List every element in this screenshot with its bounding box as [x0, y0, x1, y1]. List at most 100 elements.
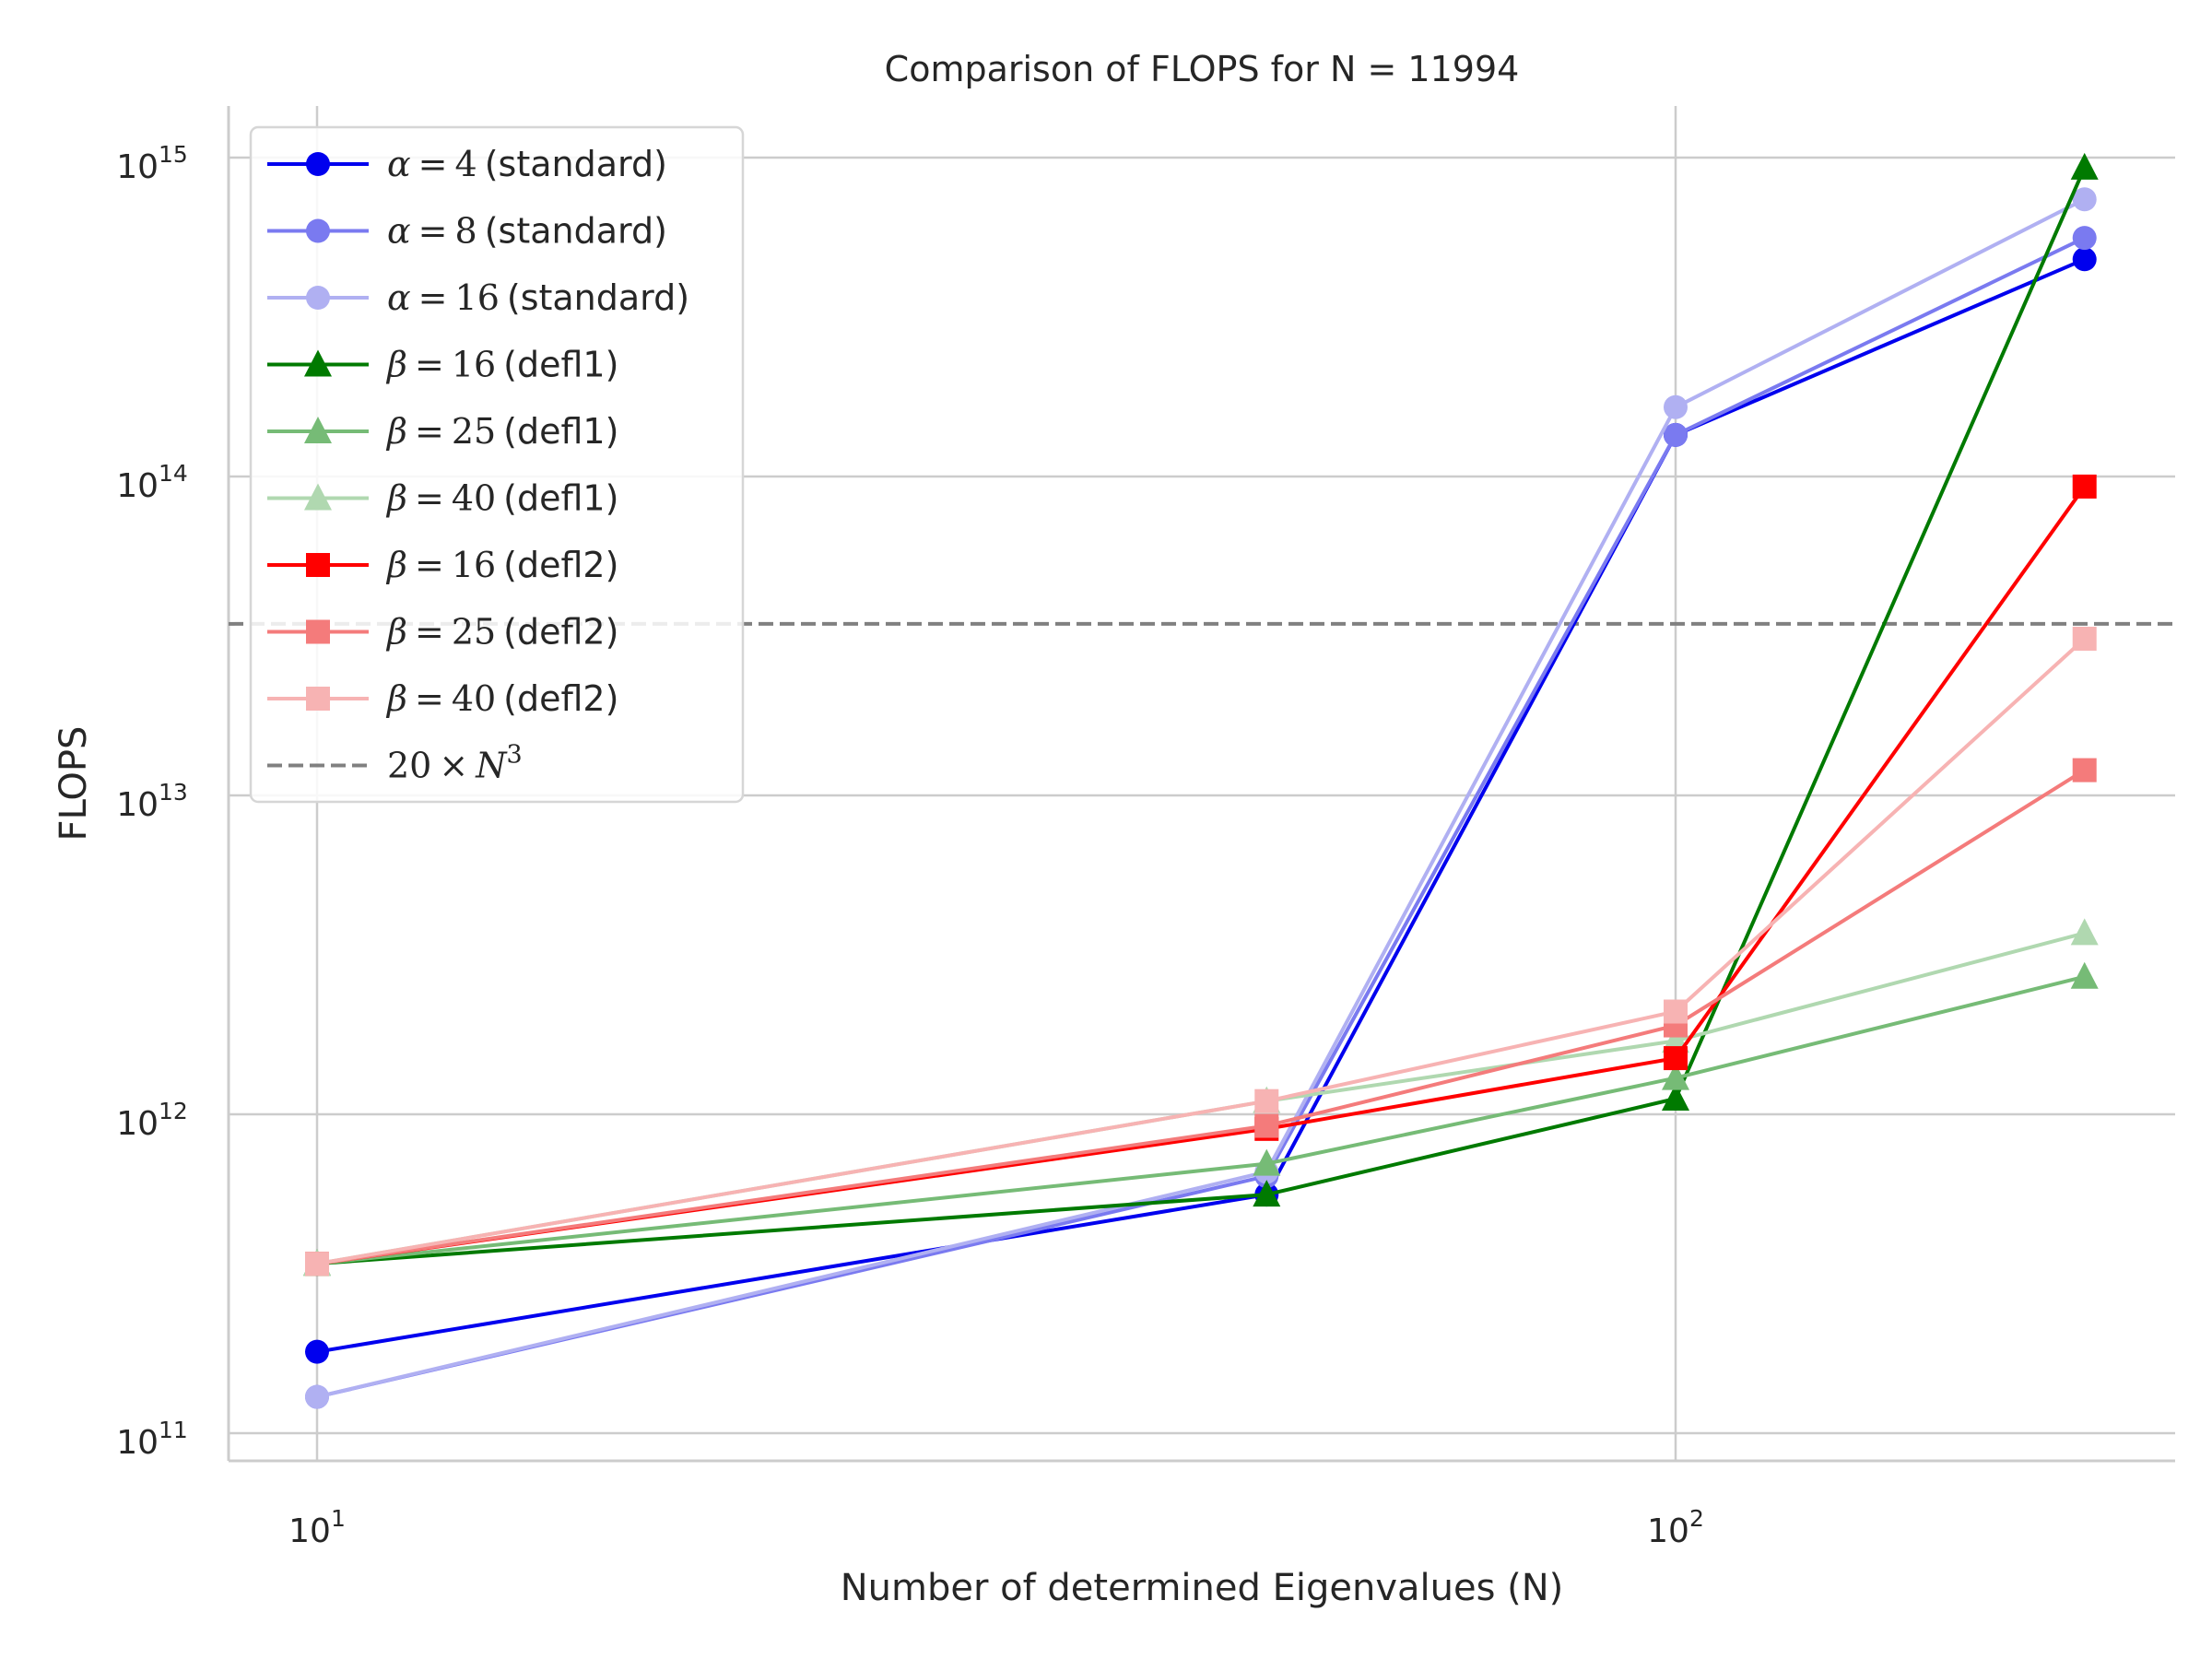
y-tick-base: 10: [116, 148, 159, 186]
legend-equals: =: [418, 211, 448, 252]
y-tick-base: 10: [116, 1105, 159, 1143]
legend-symbol: β: [385, 345, 407, 385]
legend-items: α = 4 (standard)α = 8 (standard)α = 16 (standard)…: [267, 144, 689, 786]
legend-equals: =: [418, 277, 448, 318]
legend-item-2: α = 8 (standard): [267, 211, 667, 252]
x-axis-title: Number of determined Eigenvalues (N): [841, 1567, 1564, 1609]
legend-label: β = 16 (defl2): [385, 545, 618, 585]
y-tick-base: 10: [116, 467, 159, 505]
legend-value: 8: [455, 211, 477, 252]
data-point: [2072, 626, 2097, 651]
legend-value: 40: [452, 478, 496, 519]
legend-label: α = 8 (standard): [387, 211, 667, 252]
legend-label: β = 16 (defl1): [385, 345, 618, 385]
legend-item-4: β = 16 (defl1): [267, 345, 618, 385]
legend-value: 25: [452, 612, 496, 653]
legend-frame: [249, 125, 745, 804]
series-line: [316, 637, 2087, 1266]
legend-marker: [306, 218, 330, 243]
series-group: [303, 152, 2099, 1409]
series-line: [316, 768, 2086, 1266]
legend-symbol: β: [385, 678, 407, 719]
y-tick-label: 1011: [116, 1417, 188, 1462]
data-point: [2072, 226, 2097, 251]
series-line: [316, 974, 2086, 1266]
y-tick-label: 1014: [116, 460, 188, 505]
legend-equals: =: [415, 411, 444, 452]
data-point: [2072, 474, 2097, 499]
data-point: [1253, 1180, 1281, 1207]
x-tick-base: 10: [288, 1512, 331, 1550]
x-tick-label: 102: [1647, 1505, 1704, 1550]
legend-suffix: (defl2): [503, 612, 618, 653]
data-point: [2070, 152, 2099, 180]
legend-symbol: α: [387, 277, 411, 318]
legend-item-1: α = 4 (standard): [267, 144, 667, 184]
legend-label: α = 16 (standard): [387, 277, 689, 318]
legend-value: 4: [455, 144, 477, 184]
x-tick-label: 101: [288, 1505, 346, 1550]
legend-suffix: (defl1): [503, 411, 618, 452]
legend-symbol: α: [387, 144, 411, 184]
legend-item-6: β = 40 (defl1): [267, 478, 618, 519]
data-point: [2072, 247, 2097, 272]
legend-label: α = 4 (standard): [387, 144, 667, 184]
data-point: [305, 1339, 329, 1364]
data-point: [305, 1252, 329, 1277]
data-point: [1662, 1083, 1689, 1111]
legend-marker: [306, 286, 330, 310]
series-line: [316, 257, 2086, 1354]
legend-item-8: β = 25 (defl2): [267, 612, 618, 653]
data-point: [2072, 187, 2097, 212]
legend-suffix: (standard): [485, 144, 667, 184]
x-tick-labels: 101 102: [288, 1505, 1704, 1550]
legend-marker: [306, 619, 330, 644]
legend-equals: =: [415, 678, 444, 719]
y-tick-label: 1015: [116, 141, 188, 186]
legend-suffix: (defl2): [503, 545, 618, 585]
legend-suffix: (defl2): [503, 678, 618, 719]
data-point: [1664, 1046, 1688, 1071]
legend-marker: [306, 152, 330, 176]
series-line: [316, 236, 2086, 1399]
y-tick-base: 10: [116, 1424, 159, 1462]
data-point: [1664, 394, 1688, 419]
legend-equals: =: [415, 478, 444, 519]
legend-suffix: (defl1): [503, 345, 618, 385]
y-tick-exponent: 13: [159, 779, 188, 806]
axes: [227, 106, 2175, 1463]
legend-marker: [306, 687, 330, 711]
legend-suffix: (standard): [485, 211, 667, 252]
x-tick-exponent: 2: [1689, 1505, 1704, 1532]
series-line: [316, 197, 2086, 1399]
legend-label: 20 × N3: [387, 741, 523, 786]
data-point: [2070, 961, 2099, 989]
legend-value: 16: [452, 545, 496, 585]
legend-value: 25: [452, 411, 496, 452]
y-axis-title: FLOPS: [53, 726, 95, 841]
y-tick-exponent: 12: [159, 1098, 188, 1124]
legend-symbol: β: [385, 545, 407, 585]
legend-item-3: α = 16 (standard): [267, 277, 689, 318]
legend-marker: [304, 483, 332, 511]
legend: α = 4 (standard)α = 8 (standard)α = 16 (standard)…: [249, 125, 745, 804]
legend-label: β = 25 (defl2): [385, 612, 618, 653]
legend-equals: =: [415, 545, 444, 585]
legend-item-7: β = 16 (defl2): [267, 545, 618, 585]
legend-symbol: N: [475, 746, 508, 786]
data-point: [1253, 1148, 1281, 1176]
data-point: [305, 1384, 329, 1409]
series-line: [316, 167, 2087, 1266]
y-tick-exponent: 14: [159, 460, 188, 487]
legend-label: β = 25 (defl1): [385, 411, 618, 452]
y-tick-exponent: 15: [159, 141, 188, 168]
x-tick-base: 10: [1647, 1512, 1689, 1550]
data-point: [1254, 1113, 1279, 1138]
legend-suffix: (standard): [507, 277, 689, 318]
y-tick-label: 1012: [116, 1098, 188, 1143]
series-9: [305, 626, 2097, 1277]
legend-item-5: β = 25 (defl1): [267, 411, 618, 452]
legend-equals: =: [415, 612, 444, 653]
legend-coef: 20: [387, 746, 431, 786]
